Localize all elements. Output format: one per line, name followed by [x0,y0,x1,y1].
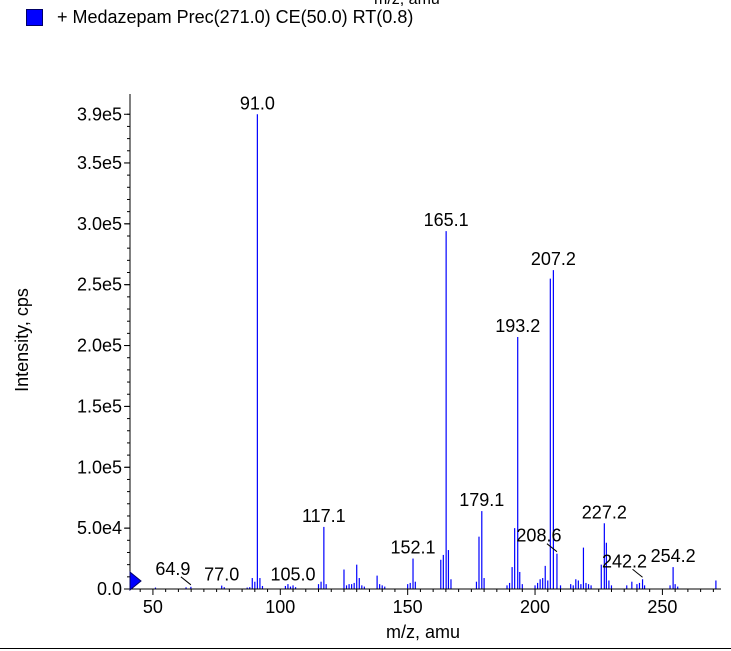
peak-label-leader [632,568,643,578]
origin-marker-icon [129,570,142,592]
x-axis-label: m/z, amu [386,622,460,642]
peak-label: 152.1 [390,538,435,558]
y-tick-label: 1.0e5 [77,457,122,477]
peak-label: 117.1 [302,506,346,526]
peak-label: 207.2 [531,249,576,269]
top-axis-label: m/z, amu [374,0,440,9]
x-tick-label: 150 [393,597,423,617]
y-tick-label: 2.5e5 [77,275,122,295]
peaks-group [154,114,717,589]
y-tick-label: 2.0e5 [77,336,122,356]
peak-label: 242.2 [602,551,647,571]
legend: + Medazepam Prec(271.0) CE(50.0) RT(0.8) [26,7,413,28]
x-tick-label: 250 [647,597,677,617]
x-tick-label: 50 [143,597,163,617]
peak-label: 193.2 [495,316,540,336]
x-tick-label: 200 [520,597,550,617]
y-tick-label: 3.9e5 [77,104,122,124]
x-tick-label: 100 [265,597,295,617]
peak-label: 105.0 [271,564,316,584]
peak-label: 64.9 [155,559,190,579]
peak-label: 227.2 [582,502,627,522]
y-tick-label: 3.0e5 [77,214,122,234]
y-tick-label: 1.5e5 [77,396,122,416]
y-tick-label: 5.0e4 [77,518,122,538]
legend-swatch [26,9,43,26]
bottom-rule [0,648,731,649]
y-axis-label: Intensity, cps [12,288,32,392]
y-tick-label: 0.0 [97,579,122,599]
axes-group: 0.0 5.0e4 1.0e5 1.5e5 2.0e5 2.5e5 3.0e5 3.5e5 3.… [77,94,721,617]
peak-label: 77.0 [204,565,239,585]
peak-label: 254.2 [651,546,696,566]
peak-label-leader [546,543,558,553]
peak-label-leader [180,576,192,586]
peak-label: 165.1 [424,210,469,230]
peak-label: 208.6 [516,526,561,546]
y-tick-label: 3.5e5 [77,153,122,173]
peak-label: 91.0 [240,93,275,113]
peak-labels-group: 91.0 165.1 207.2 193.2 179.1 117.1 227.2 152.1 2… [155,93,696,586]
legend-label: + Medazepam Prec(271.0) CE(50.0) RT(0.8) [57,7,414,27]
peak-label: 179.1 [459,490,504,510]
